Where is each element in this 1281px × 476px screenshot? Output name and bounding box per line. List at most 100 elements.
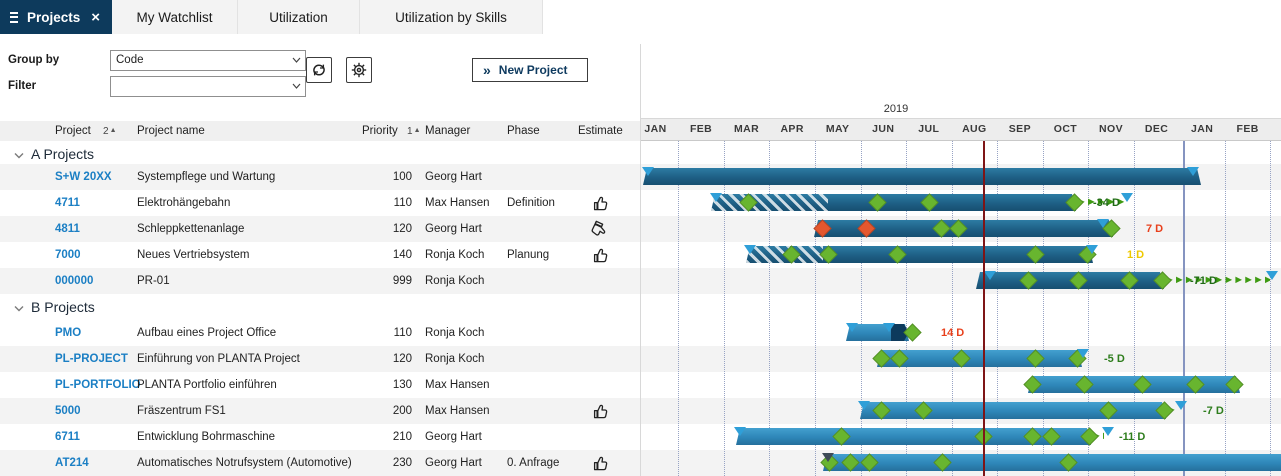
- gantt-bar[interactable]: [860, 402, 1166, 419]
- project-code-link[interactable]: PL-PORTFOLIO: [55, 372, 141, 398]
- manager-cell: Max Hansen: [425, 372, 490, 398]
- manager-cell: Max Hansen: [425, 190, 490, 216]
- col-project-sort[interactable]: 2: [103, 121, 117, 141]
- gantt-bar[interactable]: [711, 194, 1076, 211]
- priority-cell: 120: [332, 346, 412, 372]
- manager-cell: Ronja Koch: [425, 242, 484, 268]
- date-triangle-icon: [1187, 167, 1199, 176]
- schedule-delta-label: -5 D: [1104, 353, 1125, 365]
- close-icon[interactable]: [89, 10, 102, 25]
- date-triangle-icon: [1121, 193, 1133, 202]
- gear-icon: [351, 62, 367, 78]
- priority-cell: 110: [332, 190, 412, 216]
- tab-utilization-by-skills[interactable]: Utilization by Skills: [360, 0, 543, 34]
- manager-cell: Georg Hart: [425, 424, 482, 450]
- col-manager[interactable]: Manager: [425, 121, 470, 141]
- project-code-link[interactable]: PMO: [55, 320, 81, 346]
- col-estimate[interactable]: Estimate: [578, 121, 623, 141]
- group-header: A Projects: [14, 143, 94, 164]
- priority-cell: 100: [332, 164, 412, 190]
- month-gridline: [769, 141, 770, 476]
- project-code-link[interactable]: 5000: [55, 398, 81, 424]
- date-triangle-icon: [984, 271, 996, 280]
- chevron-down-icon[interactable]: [14, 299, 24, 315]
- month-gridline: [952, 141, 953, 476]
- schedule-delta-label: -7 D: [1203, 405, 1224, 417]
- schedule-delta-label: 14 D: [941, 327, 964, 339]
- phase-cell: 0. Anfrage: [507, 450, 559, 476]
- month-gridline: [1088, 141, 1089, 476]
- priority-cell: 140: [332, 242, 412, 268]
- month-gridline: [678, 141, 679, 476]
- refresh-icon: [311, 62, 327, 78]
- project-code-link[interactable]: 7000: [55, 242, 81, 268]
- new-project-button[interactable]: New Project: [472, 58, 588, 82]
- gantt-bar[interactable]: [823, 454, 1281, 471]
- schedule-delta-label: -71 D: [1190, 275, 1217, 287]
- gantt-chart: ►►►►►►►►-34 D7 D1 D►►►►►►►►►►►►►►►►►►-71…: [641, 0, 1281, 476]
- priority-cell: 120: [332, 216, 412, 242]
- manager-cell: Ronja Koch: [425, 346, 484, 372]
- priority-cell: 200: [332, 398, 412, 424]
- schedule-delta-label: 1 D: [1127, 249, 1144, 261]
- priority-cell: 999: [332, 268, 412, 294]
- project-code-link[interactable]: AT214: [55, 450, 89, 476]
- col-priority-sort[interactable]: 1: [407, 121, 421, 141]
- month-gridline: [906, 141, 907, 476]
- estimate-thumbs-icon[interactable]: [590, 453, 610, 476]
- manager-cell: Max Hansen: [425, 398, 490, 424]
- group-label: B Projects: [31, 299, 95, 315]
- today-line: [983, 141, 985, 476]
- manager-cell: Georg Hart: [425, 164, 482, 190]
- project-code-link[interactable]: 4711: [55, 190, 80, 216]
- manager-cell: Ronja Koch: [425, 268, 484, 294]
- group-header: B Projects: [14, 294, 95, 320]
- month-gridline: [861, 141, 862, 476]
- date-triangle-icon: [1077, 349, 1089, 358]
- date-triangle-icon: [734, 427, 746, 436]
- project-name-cell: Elektrohängebahn: [137, 190, 230, 216]
- manager-cell: Georg Hart: [425, 216, 482, 242]
- month-gridline: [1225, 141, 1226, 476]
- tab-utilization[interactable]: Utilization: [238, 0, 360, 34]
- filter-select[interactable]: [110, 76, 306, 97]
- project-code-link[interactable]: 000000: [55, 268, 93, 294]
- col-priority[interactable]: Priority: [362, 121, 398, 141]
- new-project-label: New Project: [499, 63, 568, 77]
- settings-button[interactable]: [346, 57, 372, 83]
- col-phase[interactable]: Phase: [507, 121, 540, 141]
- date-triangle-icon: [744, 245, 756, 254]
- project-code-link[interactable]: S+W 20XX: [55, 164, 112, 190]
- date-triangle-icon: [858, 401, 870, 410]
- priority-cell: 210: [332, 424, 412, 450]
- tab-projects[interactable]: Projects: [0, 0, 112, 34]
- group-by-label: Group by: [8, 50, 59, 71]
- date-triangle-icon: [883, 323, 895, 332]
- col-project-name[interactable]: Project name: [137, 121, 205, 141]
- date-triangle-icon: [642, 167, 654, 176]
- date-triangle-icon: [1175, 401, 1187, 410]
- col-project[interactable]: Project: [55, 121, 91, 141]
- schedule-delta-label: -34 D: [1093, 197, 1120, 209]
- hamburger-menu-icon[interactable]: [10, 12, 18, 23]
- chevron-down-icon[interactable]: [14, 146, 24, 162]
- month-gridline: [1270, 141, 1271, 476]
- project-name-cell: Systempflege und Wartung: [137, 164, 275, 190]
- month-gridline: [1043, 141, 1044, 476]
- tab-my-watchlist[interactable]: My Watchlist: [112, 0, 238, 34]
- group-by-select[interactable]: Code: [110, 50, 306, 71]
- double-chevron-icon: [483, 63, 491, 77]
- project-code-link[interactable]: PL-PROJECT: [55, 346, 128, 372]
- date-triangle-icon: [710, 193, 722, 202]
- refresh-button[interactable]: [306, 57, 332, 83]
- chevron-down-icon: [292, 57, 301, 63]
- delay-chevrons-icon: ►►►►►►►►►►►►►►►►►►: [1164, 275, 1270, 287]
- project-code-link[interactable]: 6711: [55, 424, 80, 450]
- month-gridline: [997, 141, 998, 476]
- gantt-bar[interactable]: [643, 168, 1201, 185]
- project-code-link[interactable]: 4811: [55, 216, 80, 242]
- active-tab-label: Projects: [27, 10, 80, 25]
- project-name-cell: Aufbau eines Project Office: [137, 320, 276, 346]
- date-triangle-icon: [1102, 427, 1114, 436]
- chevron-down-icon: [292, 83, 301, 89]
